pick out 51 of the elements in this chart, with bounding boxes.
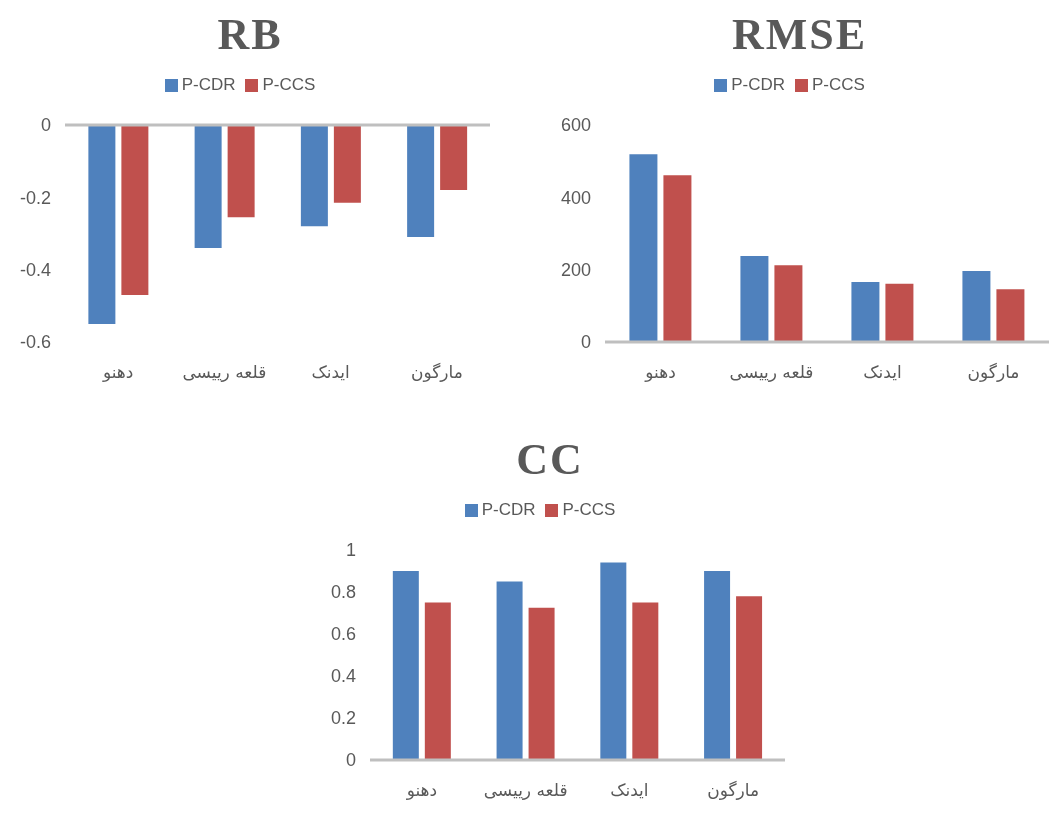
y-tick-label: -0.4 [19,260,51,281]
chart-title: RB [216,9,284,61]
x-tick-label: مارگون [707,780,760,801]
legend-label: P-CCS [562,500,616,519]
y-tick-label: 0.8 [330,582,356,603]
y-tick-label: 400 [560,187,591,208]
x-tick-label: ایدنک [863,362,902,383]
bar [496,581,523,760]
y-tick-label: 600 [560,115,591,136]
bar [663,175,692,342]
bar [962,271,991,342]
y-tick-label: 0.2 [330,708,356,729]
bar [996,289,1025,342]
bar [392,571,419,760]
x-tick-label: دهنو [101,362,134,383]
bar [885,283,914,342]
bar [851,281,880,342]
legend-label: P-CDR [481,500,536,519]
legend-label: P-CCS [811,75,865,94]
y-tick-label: 1 [345,540,356,561]
chart-title: RMSE [730,9,869,61]
x-tick-label: قلعه رییسی [483,780,568,801]
y-tick-label: 0 [345,750,356,771]
x-tick-label: ایدنک [311,362,350,383]
x-tick-label: دهنو [644,362,676,383]
bar [424,602,451,760]
legend-label: P-CDR [181,75,236,94]
bar [704,571,731,760]
y-tick-label: 0 [40,115,51,136]
y-tick-label: 0.6 [330,624,356,645]
y-tick-label: -0.6 [19,332,51,353]
chart-title: CC [515,434,585,486]
bar [632,602,659,760]
legend-label: P-CDR [731,75,785,94]
bar [740,255,769,342]
x-tick-label: قلعه رییسی [182,362,267,383]
y-tick-label: 0.4 [330,666,356,687]
x-tick-label: مارگون [967,362,1020,383]
y-tick-label: -0.2 [19,187,51,208]
bar [736,596,763,760]
bar [629,154,658,342]
y-tick-label: 200 [560,260,591,281]
bar [528,607,555,760]
x-tick-label: دهنو [405,780,438,801]
x-tick-label: ایدنک [610,780,649,801]
x-tick-label: مارگون [410,362,463,383]
bar [774,265,803,342]
x-tick-label: قلعه رییسی [729,362,814,383]
legend-label: P-CCS [262,75,316,94]
y-tick-label: 0 [580,332,591,353]
bar [600,562,627,760]
